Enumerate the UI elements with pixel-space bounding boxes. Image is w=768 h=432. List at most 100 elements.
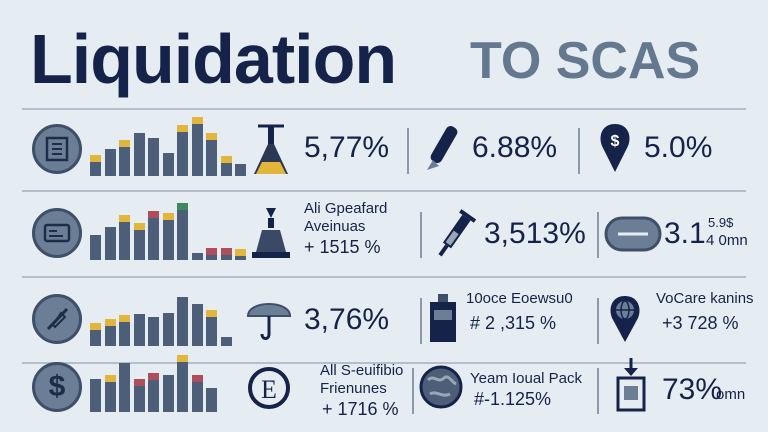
- bulb-icon: [244, 290, 294, 350]
- icon-letter: E: [261, 375, 277, 404]
- bar-cap: [162, 213, 174, 220]
- bar-cap: [133, 314, 145, 321]
- bar: [90, 235, 101, 260]
- stat-label: Aveinuas: [304, 218, 366, 235]
- divider: [597, 368, 599, 414]
- stat-label: 5.9$: [708, 215, 734, 230]
- bar: [119, 315, 130, 346]
- bar-cap: [206, 248, 217, 255]
- bar-cap: [191, 375, 203, 382]
- bar: [148, 211, 159, 260]
- bar-cap: [148, 138, 159, 145]
- divider: [420, 298, 422, 344]
- bar: [235, 249, 246, 260]
- divider: [597, 298, 599, 344]
- bar: [133, 379, 145, 412]
- bar-cap: [177, 125, 188, 132]
- stat-label: Yeam Ioual Pack: [470, 370, 583, 387]
- bar-cap: [162, 153, 174, 160]
- id-card-icon: [32, 208, 82, 258]
- bar-chart: [90, 280, 240, 362]
- stat-label: Frienunes: [320, 380, 387, 397]
- stat-value: 5.0%: [644, 131, 713, 164]
- bar-cap: [119, 363, 130, 370]
- bar-cap: [148, 317, 159, 324]
- stat-label: All S-euifibio: [320, 362, 404, 379]
- bar-cap: [235, 164, 246, 171]
- bar-chart: [90, 110, 246, 192]
- divider: [420, 212, 422, 258]
- bar: [148, 317, 159, 346]
- bar-cap: [119, 140, 130, 147]
- bar-cap: [119, 315, 130, 322]
- stat-value: # 2 ,315 %: [470, 313, 557, 333]
- bar-cap: [191, 253, 203, 260]
- stat-value: + 1515 %: [304, 237, 381, 257]
- bar-cap: [148, 373, 159, 380]
- bar: [133, 314, 145, 346]
- bar: [162, 375, 174, 412]
- flask-icon: [248, 120, 294, 180]
- bar: [104, 149, 116, 176]
- bar-cap: [90, 379, 101, 386]
- globe-icon: [418, 362, 464, 422]
- bar: [104, 319, 116, 346]
- bar: [119, 140, 130, 176]
- stat-value: 3,76%: [304, 303, 390, 336]
- bar-cap: [162, 375, 174, 382]
- stat-label: Ali Gpeafard: [304, 200, 388, 217]
- syringe-icon: [432, 204, 478, 264]
- stat-value: 3.1: [664, 217, 706, 250]
- stat-label: 4 0mn: [706, 232, 748, 249]
- stat-label: omn: [716, 386, 746, 403]
- bar-cap: [206, 133, 217, 140]
- bar-cap: [177, 297, 188, 304]
- stat-label: VoCare kanins: [656, 290, 754, 307]
- divider: [412, 368, 414, 414]
- stat-value: 6.88%: [472, 131, 558, 164]
- bar: [90, 379, 101, 412]
- stat-value: 5,77%: [304, 131, 390, 164]
- bar-cap: [104, 319, 116, 326]
- bar-cap: [119, 215, 130, 222]
- divider: [578, 128, 580, 174]
- bar: [177, 297, 188, 346]
- bar-chart: [90, 194, 246, 276]
- bar-cap: [220, 156, 232, 163]
- bar-cap: [133, 223, 145, 230]
- bar-cap: [220, 248, 232, 255]
- bar: [148, 373, 159, 412]
- bar-cap: [177, 355, 188, 362]
- bar: [90, 155, 101, 176]
- page-subtitle: TO SCAS: [470, 32, 701, 90]
- bar: [191, 253, 203, 260]
- letter-e-icon: E: [246, 360, 292, 420]
- pill-icon: [604, 204, 662, 264]
- stat-value: #-1.125%: [474, 389, 552, 409]
- bar: [191, 375, 203, 412]
- bar: [220, 156, 232, 176]
- pen-icon: [418, 120, 464, 180]
- stat-value: 3,513%: [484, 217, 586, 250]
- bar-cap: [90, 235, 101, 242]
- bar: [206, 388, 217, 412]
- bar-chart: [90, 346, 240, 428]
- bar: [119, 215, 130, 260]
- divider: [407, 128, 409, 174]
- bar: [206, 133, 217, 176]
- stat-row: 3,76% 10oce Eoewsu0 # 2 ,315 % VoCare ka…: [22, 280, 754, 364]
- bar-cap: [104, 375, 116, 382]
- stat-value: + 1716 %: [322, 399, 399, 419]
- bar: [104, 227, 116, 260]
- bar-cap: [148, 211, 159, 218]
- stat-value: +3 728 %: [662, 313, 739, 333]
- bar: [133, 133, 145, 176]
- bar-cap: [133, 379, 145, 386]
- bar-cap: [104, 149, 116, 156]
- battery-icon: [420, 290, 466, 350]
- bar: [177, 203, 188, 260]
- page-title: Liquidation: [30, 20, 397, 98]
- globe-pin-icon: [602, 290, 648, 350]
- bar: [162, 153, 174, 176]
- bar-cap: [90, 323, 101, 330]
